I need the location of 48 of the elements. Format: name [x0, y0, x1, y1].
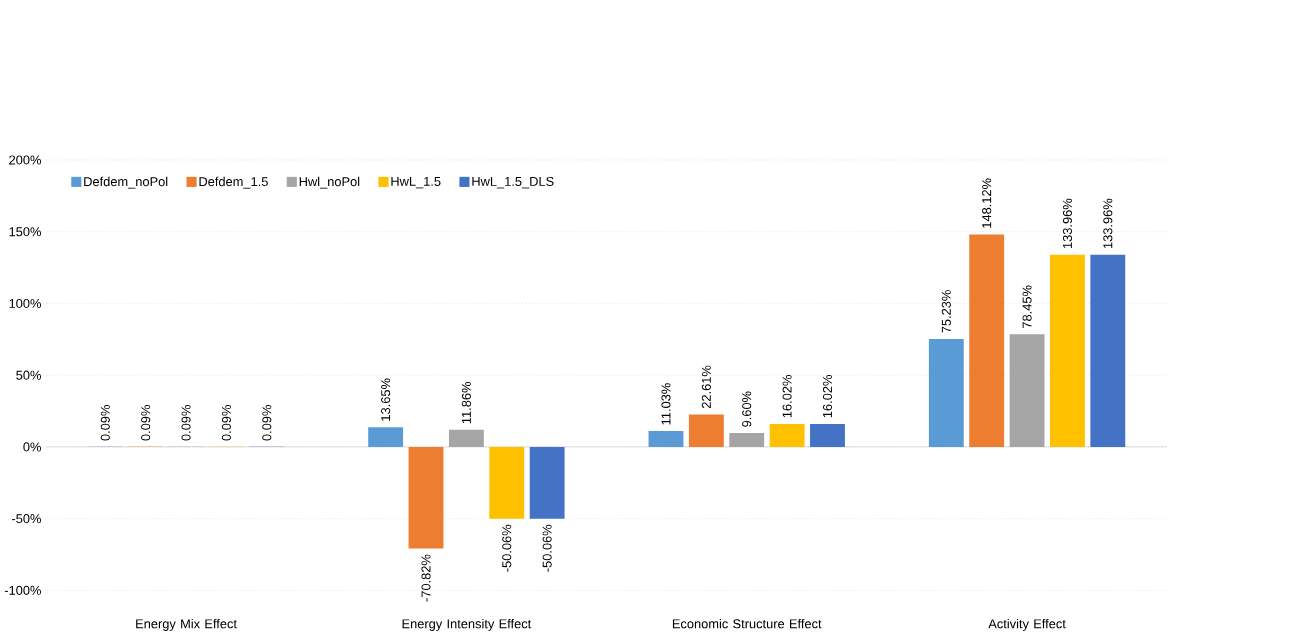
- legend-label: Defdem_1.5: [199, 176, 268, 189]
- data-label: 0.09%: [262, 405, 272, 441]
- y-tick-label: 200%: [9, 155, 41, 165]
- bar: [489, 446, 525, 519]
- x-tick-label: Activity Effect: [988, 618, 1066, 631]
- data-label: 9.60%: [742, 391, 752, 427]
- legend-label: Hwl_noPol: [299, 176, 360, 189]
- data-label: 75.23%: [941, 290, 951, 333]
- y-tick-label: 100%: [9, 298, 41, 308]
- data-label: 0.09%: [181, 405, 191, 441]
- x-tick-label: Economic Structure Effect: [672, 618, 822, 629]
- bar: [368, 427, 404, 447]
- data-label: 0.09%: [221, 405, 231, 441]
- y-tick-label: 150%: [9, 227, 41, 237]
- data-label: 16.02%: [782, 375, 792, 418]
- data-label: 78.45%: [1022, 285, 1032, 328]
- bar: [648, 430, 684, 447]
- legend-label: Defdem_noPol: [84, 176, 168, 189]
- y-tick-label: 0%: [23, 442, 41, 452]
- bar: [969, 234, 1005, 447]
- data-label: 0.09%: [100, 405, 110, 441]
- bar: [928, 338, 964, 447]
- x-tick-label: Energy Intensity Effect: [402, 618, 532, 631]
- bar: [529, 446, 565, 519]
- data-label: 0.09%: [141, 405, 151, 441]
- data-label: -70.82%: [421, 554, 431, 602]
- data-label: 13.65%: [381, 378, 391, 421]
- bar: [810, 423, 845, 447]
- legend-label: HwL_1.5_DLS: [472, 176, 554, 189]
- data-label: 11.86%: [461, 381, 471, 424]
- data-label: -50.06%: [502, 524, 512, 572]
- data-label: 133.96%: [1062, 198, 1072, 248]
- data-label: 148.12%: [982, 178, 992, 228]
- data-label: -50.06%: [542, 524, 552, 572]
- bar: [688, 414, 724, 447]
- bar: [408, 446, 444, 549]
- bar: [1090, 254, 1126, 447]
- data-label: 11.03%: [661, 383, 671, 425]
- y-tick-label: -100%: [4, 585, 41, 595]
- x-tick-label: Energy Mix Effect: [136, 618, 237, 631]
- bar: [769, 423, 805, 447]
- y-tick-label: -50%: [12, 513, 41, 524]
- bar: [1050, 254, 1085, 447]
- data-label: 133.96%: [1103, 198, 1113, 248]
- data-label: 16.02%: [822, 375, 833, 418]
- y-tick-label: 50%: [16, 370, 41, 380]
- legend-label: HwL_1.5: [391, 176, 441, 189]
- data-label: 22.61%: [701, 365, 711, 409]
